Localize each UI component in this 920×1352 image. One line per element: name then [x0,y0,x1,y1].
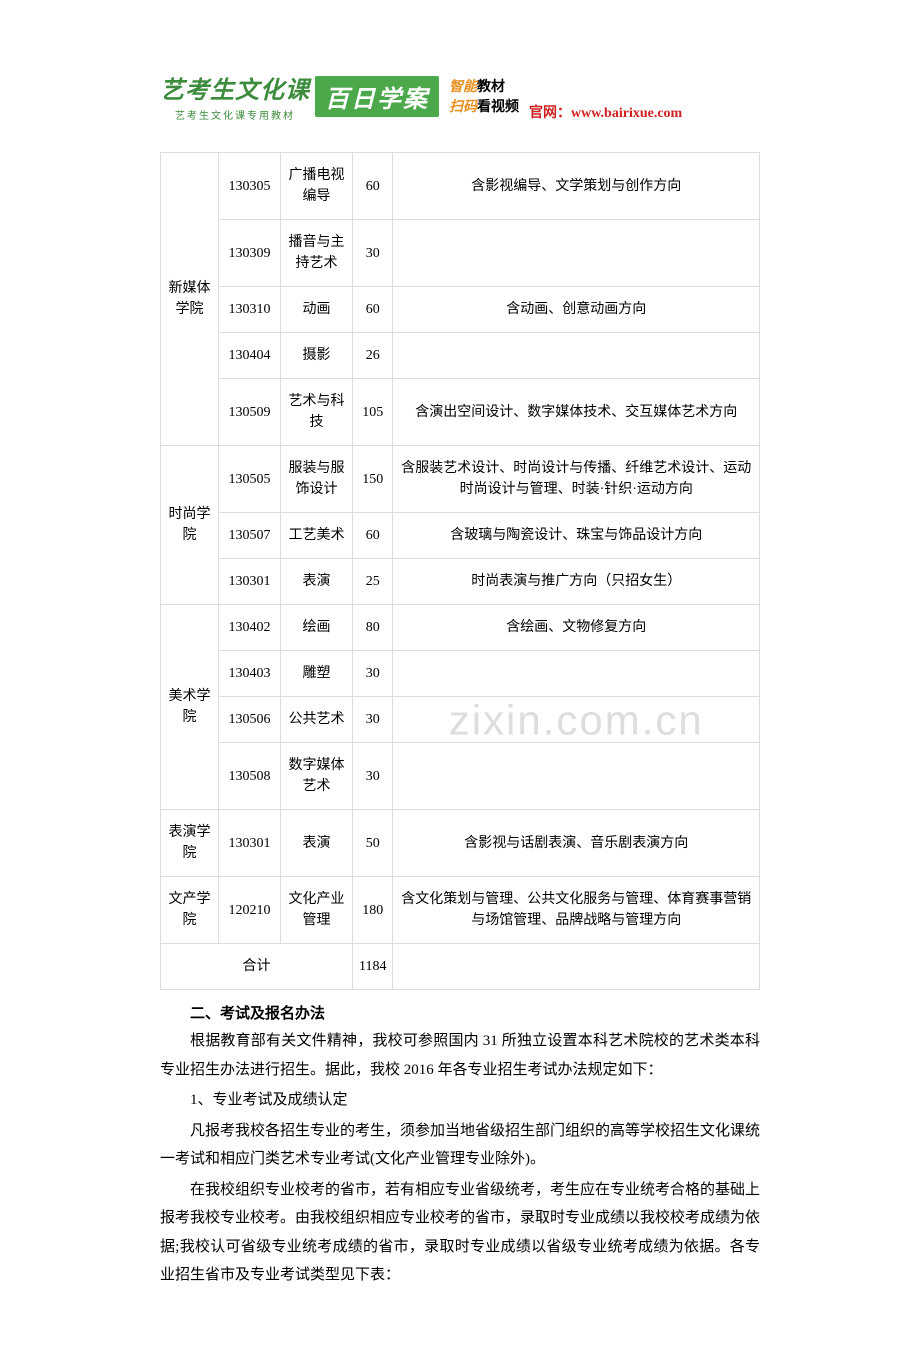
count-cell: 105 [353,379,393,446]
note-cell [393,333,760,379]
code-cell: 130310 [219,287,281,333]
code-cell: 130508 [219,743,281,810]
major-cell: 绘画 [281,605,353,651]
content-area: 新媒体学院130305广播电视编导60含影视编导、文学策划与创作方向130309… [0,152,920,1352]
note-cell: 含影视编导、文学策划与创作方向 [393,153,760,220]
logo-title: 艺考生文化课 [160,70,310,105]
table-row: 130506公共艺术30zixin.com.cn [161,697,760,743]
count-cell: 60 [353,287,393,333]
major-cell: 表演 [281,810,353,877]
count-cell: 150 [353,446,393,513]
paragraph-3: 在我校组织专业校考的省市，若有相应专业省级统考，考生应在专业统考合格的基础上报考… [160,1176,760,1290]
note-cell: 含影视与话剧表演、音乐剧表演方向 [393,810,760,877]
major-cell: 动画 [281,287,353,333]
total-label-cell: 合计 [161,944,353,990]
tagline-1: 智能教材 [449,76,519,96]
total-note-cell [393,944,760,990]
table-row: 130309播音与主持艺术30 [161,220,760,287]
college-cell: 新媒体学院 [161,153,219,446]
code-cell: 130403 [219,651,281,697]
note-cell: 时尚表演与推广方向（只招女生） [393,559,760,605]
code-cell: 130309 [219,220,281,287]
count-cell: 30 [353,220,393,287]
subsection-1: 1、专业考试及成绩认定 [160,1086,760,1115]
major-cell: 艺术与科技 [281,379,353,446]
count-cell: 26 [353,333,393,379]
college-cell: 时尚学院 [161,446,219,605]
table-row: 130508数字媒体艺术30 [161,743,760,810]
major-cell: 表演 [281,559,353,605]
code-cell: 130507 [219,513,281,559]
table-row: 130509艺术与科技105含演出空间设计、数字媒体技术、交互媒体艺术方向 [161,379,760,446]
major-cell: 播音与主持艺术 [281,220,353,287]
major-cell: 工艺美术 [281,513,353,559]
paragraph-2: 凡报考我校各招生专业的考生，须参加当地省级招生部门组织的高等学校招生文化课统一考… [160,1117,760,1174]
code-cell: 130506 [219,697,281,743]
major-cell: 公共艺术 [281,697,353,743]
major-cell: 文化产业管理 [281,877,353,944]
table-total-row: 合计1184 [161,944,760,990]
total-count-cell: 1184 [353,944,393,990]
note-cell: zixin.com.cn [393,697,760,743]
code-cell: 130509 [219,379,281,446]
count-cell: 25 [353,559,393,605]
admission-table: 新媒体学院130305广播电视编导60含影视编导、文学策划与创作方向130309… [160,152,760,990]
code-cell: 130301 [219,810,281,877]
count-cell: 30 [353,651,393,697]
count-cell: 80 [353,605,393,651]
tagline-section: 智能教材 扫码看视频 [449,76,519,116]
note-cell: 含绘画、文物修复方向 [393,605,760,651]
note-cell: 含玻璃与陶瓷设计、珠宝与饰品设计方向 [393,513,760,559]
tagline-2: 扫码看视频 [449,96,519,116]
table-row: 新媒体学院130305广播电视编导60含影视编导、文学策划与创作方向 [161,153,760,220]
major-cell: 服装与服饰设计 [281,446,353,513]
logo-subtitle: 艺考生文化课专用教材 [175,107,295,122]
note-cell: 含演出空间设计、数字媒体技术、交互媒体艺术方向 [393,379,760,446]
note-cell: 含文化策划与管理、公共文化服务与管理、体育赛事营销与场馆管理、品牌战略与管理方向 [393,877,760,944]
college-cell: 表演学院 [161,810,219,877]
code-cell: 120210 [219,877,281,944]
code-cell: 130505 [219,446,281,513]
note-cell: 含服装艺术设计、时尚设计与传播、纤维艺术设计、运动时尚设计与管理、时装·针织·运… [393,446,760,513]
table-row: 文产学院120210文化产业管理180含文化策划与管理、公共文化服务与管理、体育… [161,877,760,944]
note-cell [393,220,760,287]
website-link: 官网：www.bairixue.com [529,102,682,122]
college-cell: 美术学院 [161,605,219,810]
code-cell: 130402 [219,605,281,651]
paragraph-1: 根据教育部有关文件精神，我校可参照国内 31 所独立设置本科艺术院校的艺术类本科… [160,1027,760,1084]
note-cell: 含动画、创意动画方向 [393,287,760,333]
watermark: zixin.com.cn [449,688,704,751]
table-row: 130301表演25时尚表演与推广方向（只招女生） [161,559,760,605]
green-box-title: 百日学案 [315,76,439,117]
major-cell: 雕塑 [281,651,353,697]
table-row: 时尚学院130505服装与服饰设计150含服装艺术设计、时尚设计与传播、纤维艺术… [161,446,760,513]
major-cell: 摄影 [281,333,353,379]
table-row: 美术学院130402绘画80含绘画、文物修复方向 [161,605,760,651]
count-cell: 180 [353,877,393,944]
table-row: 130507工艺美术60含玻璃与陶瓷设计、珠宝与饰品设计方向 [161,513,760,559]
code-cell: 130301 [219,559,281,605]
major-cell: 广播电视编导 [281,153,353,220]
table-row: 130310动画60含动画、创意动画方向 [161,287,760,333]
logo-section: 艺考生文化课 艺考生文化课专用教材 [160,70,310,122]
code-cell: 130305 [219,153,281,220]
major-cell: 数字媒体艺术 [281,743,353,810]
section-title: 二、考试及报名办法 [160,1002,760,1023]
note-cell [393,651,760,697]
count-cell: 30 [353,743,393,810]
table-row: 130403雕塑30 [161,651,760,697]
count-cell: 30 [353,697,393,743]
note-cell [393,743,760,810]
count-cell: 50 [353,810,393,877]
college-cell: 文产学院 [161,877,219,944]
code-cell: 130404 [219,333,281,379]
header-banner: 艺考生文化课 艺考生文化课专用教材 百日学案 智能教材 扫码看视频 官网：www… [0,70,920,152]
count-cell: 60 [353,153,393,220]
table-row: 130404摄影26 [161,333,760,379]
count-cell: 60 [353,513,393,559]
table-row: 表演学院130301表演50含影视与话剧表演、音乐剧表演方向 [161,810,760,877]
